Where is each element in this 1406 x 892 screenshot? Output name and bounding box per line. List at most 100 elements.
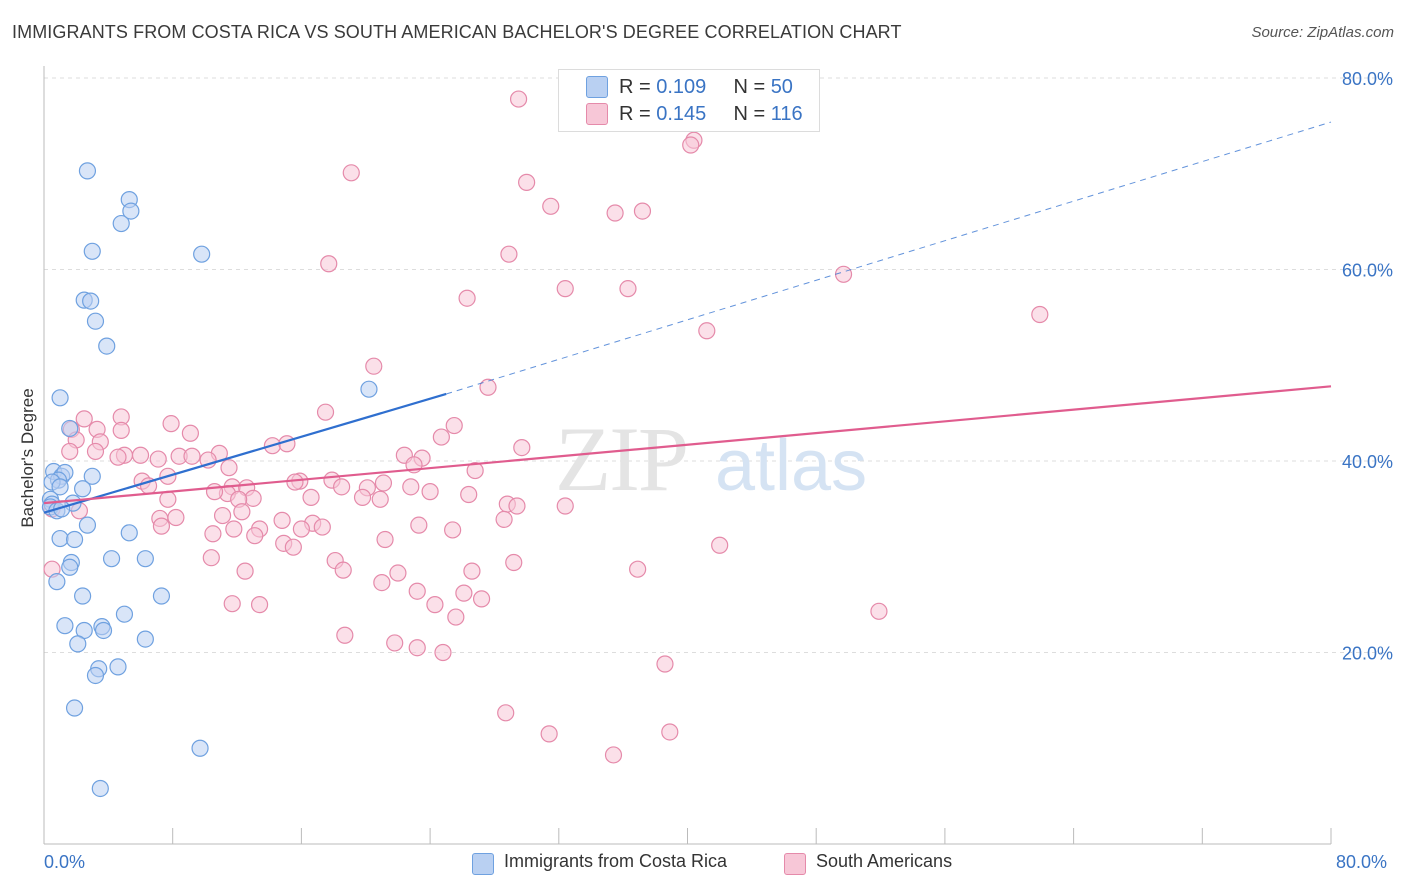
costa-rica-point [122,202,140,220]
south-americans-point [286,473,304,491]
x-tick-label-min: 0.0% [44,852,86,872]
south-americans-point [509,90,528,108]
costa-rica-point [69,635,87,653]
south-americans-point [656,655,674,673]
costa-rica-point [65,530,84,549]
bottom-legend-label: Immigrants from Costa Rica [504,851,728,871]
costa-rica-point [115,605,134,623]
south-americans-point [447,608,465,626]
south-americans-point [682,136,700,154]
costa-rica-point [136,630,154,648]
costa-rica-trend-line [43,392,447,514]
south-americans-point [61,442,79,461]
south-americans-point [698,322,716,340]
bottom-legend-swatch-blue [472,853,494,875]
costa-rica-point [86,666,105,685]
south-americans-point [505,553,523,572]
south-americans-point [466,461,484,480]
south-americans-point [463,562,481,580]
watermark-zip: ZIP [555,408,687,510]
south-americans-point [112,421,130,439]
south-americans-point [204,525,222,543]
south-americans-point [508,497,526,515]
south-americans-point [629,560,647,578]
south-americans-point [320,255,338,273]
south-americans-point [149,450,167,468]
south-americans-point [220,459,238,477]
legend-r-label: R = [619,75,657,98]
costa-rica-point [360,380,378,398]
south-americans-point [162,415,180,433]
south-americans-point [389,564,407,582]
legend-n-label: N = [733,102,771,125]
south-americans-point [460,485,478,504]
south-americans-point [434,643,452,662]
south-americans-point [455,584,473,602]
south-americans-point [365,357,383,375]
south-americans-point [870,602,888,620]
south-americans-point [334,561,352,579]
costa-rica-point [56,617,74,635]
legend-r-value: 0.109 [656,75,707,98]
south-americans-point [513,438,531,457]
south-americans-point [181,424,199,442]
stats-legend: R = 0.109 N = 50 R = 0.145 N = 116 [558,69,820,132]
legend-swatch-pink [586,103,608,125]
south-americans-point [540,725,558,743]
y-tick-label: 40.0% [1342,452,1393,472]
south-americans-point [202,549,220,567]
costa-rica-point [51,478,69,496]
south-americans-point [445,416,463,435]
south-americans-point [661,723,679,741]
south-americans-point [479,378,497,396]
south-americans-point [432,428,450,446]
y-tick-label: 20.0% [1342,644,1393,664]
south-americans-point [183,447,201,465]
south-americans-point [336,626,354,644]
south-americans-point [353,488,372,506]
costa-rica-point [74,480,92,498]
costa-rica-point [78,162,97,180]
south-americans-point [518,173,536,191]
south-americans-points [43,90,1049,764]
south-americans-point [410,516,428,534]
south-americans-point [556,497,574,515]
south-americans-point [497,704,515,722]
south-americans-point [302,488,320,506]
x-tick-label-max: 80.0% [1336,852,1388,872]
costa-rica-point [191,739,209,757]
south-americans-point [374,474,393,492]
south-americans-point [316,403,335,421]
legend-swatch-blue [586,76,608,98]
trend-lines [43,121,1332,514]
costa-rica-point [61,419,79,438]
south-americans-point [152,517,171,535]
south-americans-point [159,490,177,508]
costa-rica-point [109,658,127,676]
south-americans-point [556,280,574,298]
south-americans-point [233,503,251,521]
costa-rica-point [136,550,154,568]
costa-rica-point [112,214,130,233]
south-americans-point [333,478,351,496]
south-americans-point [408,639,426,657]
watermark-atlas: atlas [715,426,867,506]
costa-rica-point [120,524,138,542]
costa-rica-point [86,312,105,330]
south-americans-point [834,265,853,283]
costa-rica-point [48,573,66,591]
south-americans-point [236,562,254,580]
legend-n-value: 50 [770,75,793,98]
south-americans-point [1031,305,1049,324]
south-americans-point [542,197,560,215]
source-credit: Source: ZipAtlas.com [1251,24,1394,41]
south-americans-point [472,590,491,608]
legend-r-label: R = [619,102,657,125]
south-americans-point [402,478,420,496]
south-americans-point [711,536,729,554]
south-americans-point [223,595,241,613]
costa-rica-point [83,467,101,485]
south-americans-point [426,596,444,614]
south-americans-point [213,506,232,525]
